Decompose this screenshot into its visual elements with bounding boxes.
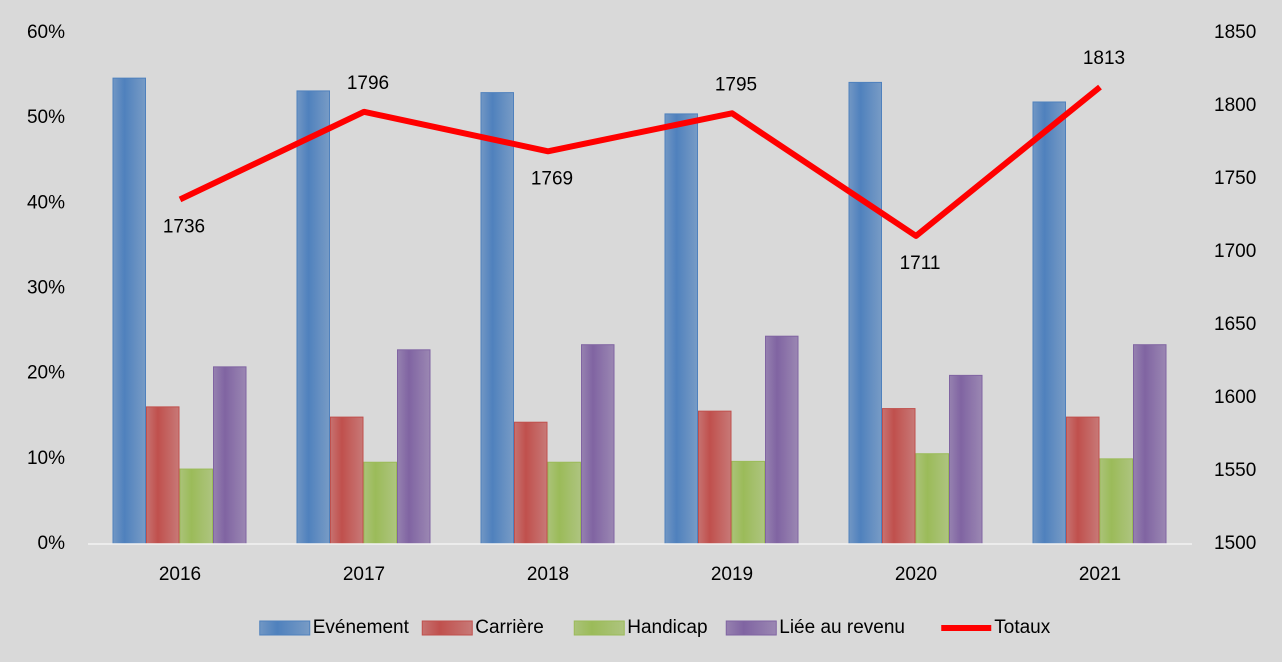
y2-tick-label: 1650 [1214,314,1256,335]
bar [949,374,983,545]
bar [1133,344,1167,545]
y-tick-label: 60% [27,22,65,43]
data-label: 1769 [531,168,573,189]
y2-tick-label: 1850 [1214,22,1256,43]
data-label: 1796 [347,73,389,94]
y-tick-label: 20% [27,363,65,384]
bar [112,77,146,545]
line [178,84,1102,239]
data-label: 1813 [1083,48,1125,69]
bar [765,335,799,545]
y2-tick-label: 1700 [1214,241,1256,262]
bar [397,349,431,545]
bar [664,113,698,545]
y2-tick-label: 1500 [1214,533,1256,554]
bar [731,460,765,545]
y-tick-label: 30% [27,278,65,299]
y-tick-label: 50% [27,107,65,128]
bar [581,344,615,545]
y2-tick-label: 1550 [1214,460,1256,481]
bar [1032,101,1066,545]
bar [1099,458,1133,545]
x-tick-label: 2016 [159,564,201,585]
legend-label: Liée au revenu [779,617,905,638]
y2-tick-label: 1800 [1214,95,1256,116]
bar [1066,416,1100,545]
x-tick-label: 2017 [343,564,385,585]
bar [296,90,330,545]
legend-label: Evénement [313,617,410,638]
bar [330,416,364,545]
legend-swatch [725,620,777,636]
legend-swatch [259,620,311,636]
bar [848,81,882,545]
legend-swatch [421,620,473,636]
bar [179,468,213,545]
bar [915,453,949,545]
bar [480,92,514,545]
bar [213,366,247,545]
y-tick-label: 0% [38,533,66,554]
x-tick-label: 2018 [527,564,569,585]
x-tick-label: 2021 [1079,564,1121,585]
y2-tick-label: 1750 [1214,168,1256,189]
bar [146,406,180,545]
bar [698,410,732,545]
bar [363,461,397,545]
legend-swatch [573,620,625,636]
bar [514,421,548,545]
y2-tick-label: 1600 [1214,387,1256,408]
legend: Evénement Carrière Handicap Liée au revenu T… [259,617,1051,638]
y-tick-label: 10% [27,448,65,469]
y-tick-label: 40% [27,192,65,213]
bar [882,408,916,545]
data-label: 1736 [163,216,205,237]
legend-label: Totaux [994,617,1050,638]
legend-label: Carrière [475,617,544,638]
legend-label: Handicap [627,617,707,638]
data-label: 1795 [715,74,757,95]
data-label: 1711 [900,253,941,274]
bar [547,461,581,545]
x-tick-label: 2019 [711,564,753,585]
x-tick-label: 2020 [895,564,937,585]
